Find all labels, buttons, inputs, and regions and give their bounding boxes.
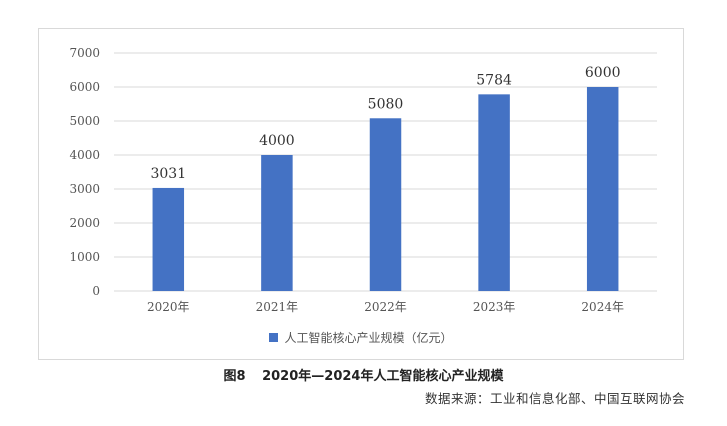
y-tick-label: 0 bbox=[92, 284, 100, 298]
figure-label: 图8 bbox=[223, 369, 246, 384]
bar bbox=[586, 87, 619, 291]
x-tick-label: 2022年 bbox=[364, 300, 407, 314]
chart-frame: 0 1000 2000 3000 4000 5000 6000 7000 3031 2020年 40… bbox=[38, 28, 684, 360]
bar bbox=[369, 118, 402, 291]
x-tick-label: 2023年 bbox=[473, 300, 516, 314]
bar-chart: 0 1000 2000 3000 4000 5000 6000 7000 3031 2020年 40… bbox=[69, 46, 657, 314]
bar bbox=[261, 155, 293, 291]
figure-caption: 图8 2020年—2024年人工智能核心产业规模 bbox=[0, 365, 727, 384]
data-label: 5080 bbox=[368, 96, 404, 112]
figure-title: 2020年—2024年人工智能核心产业规模 bbox=[262, 369, 504, 384]
legend-label: 人工智能核心产业规模（亿元） bbox=[284, 331, 453, 345]
data-label: 3031 bbox=[150, 166, 186, 182]
bar bbox=[478, 94, 510, 292]
y-tick-label: 2000 bbox=[69, 216, 100, 230]
y-tick-label: 5000 bbox=[69, 114, 100, 128]
legend: 人工智能核心产业规模（亿元） bbox=[39, 329, 683, 346]
y-tick-label: 4000 bbox=[69, 148, 100, 162]
bar bbox=[152, 187, 185, 291]
data-label: 5784 bbox=[476, 72, 512, 88]
x-tick-label: 2024年 bbox=[581, 300, 624, 314]
y-tick-label: 1000 bbox=[69, 250, 100, 264]
x-tick-label: 2020年 bbox=[147, 300, 190, 314]
y-tick-label: 3000 bbox=[69, 182, 100, 196]
source-note: 数据来源：工业和信息化部、中国互联网协会 bbox=[424, 391, 685, 406]
y-tick-label: 7000 bbox=[69, 46, 100, 60]
y-tick-label: 6000 bbox=[69, 80, 100, 94]
data-label: 6000 bbox=[585, 65, 621, 81]
legend-swatch bbox=[269, 333, 279, 342]
data-label: 4000 bbox=[259, 133, 295, 149]
x-tick-label: 2021年 bbox=[256, 300, 299, 314]
